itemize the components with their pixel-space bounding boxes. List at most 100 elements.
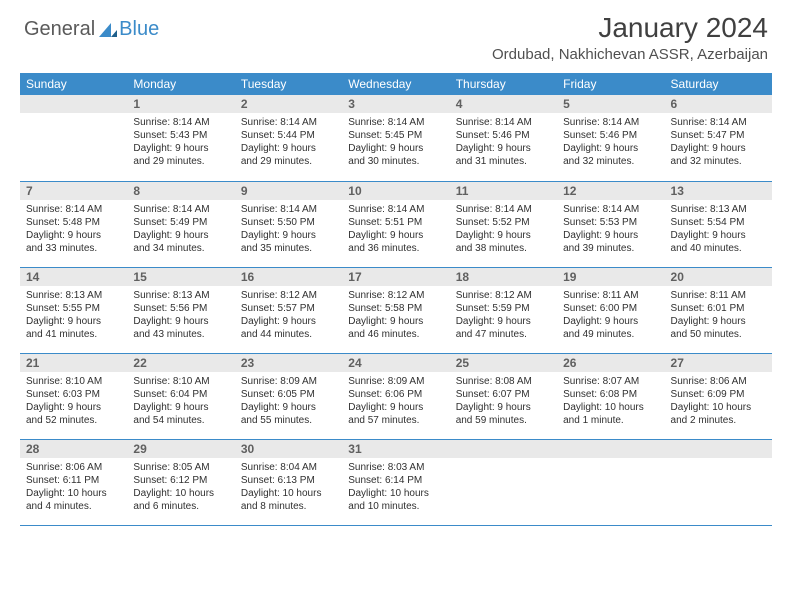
calendar-cell xyxy=(557,439,664,525)
day-number: 4 xyxy=(450,95,557,113)
calendar-cell: 22Sunrise: 8:10 AMSunset: 6:04 PMDayligh… xyxy=(127,353,234,439)
calendar-cell: 18Sunrise: 8:12 AMSunset: 5:59 PMDayligh… xyxy=(450,267,557,353)
day-data: Sunrise: 8:14 AMSunset: 5:52 PMDaylight:… xyxy=(450,200,557,259)
logo-sail-icon xyxy=(99,23,117,37)
calendar-cell: 17Sunrise: 8:12 AMSunset: 5:58 PMDayligh… xyxy=(342,267,449,353)
day-data: Sunrise: 8:10 AMSunset: 6:04 PMDaylight:… xyxy=(127,372,234,431)
calendar-cell: 24Sunrise: 8:09 AMSunset: 6:06 PMDayligh… xyxy=(342,353,449,439)
logo: General Blue xyxy=(24,12,159,41)
day-data: Sunrise: 8:12 AMSunset: 5:59 PMDaylight:… xyxy=(450,286,557,345)
day-data: Sunrise: 8:08 AMSunset: 6:07 PMDaylight:… xyxy=(450,372,557,431)
logo-text-general: General xyxy=(24,18,95,41)
calendar-cell: 13Sunrise: 8:13 AMSunset: 5:54 PMDayligh… xyxy=(665,181,772,267)
day-data: Sunrise: 8:14 AMSunset: 5:43 PMDaylight:… xyxy=(127,113,234,172)
day-number: 5 xyxy=(557,95,664,113)
month-title: January 2024 xyxy=(492,12,768,44)
calendar-cell: 20Sunrise: 8:11 AMSunset: 6:01 PMDayligh… xyxy=(665,267,772,353)
calendar-cell: 26Sunrise: 8:07 AMSunset: 6:08 PMDayligh… xyxy=(557,353,664,439)
day-number: 11 xyxy=(450,182,557,200)
day-number: 12 xyxy=(557,182,664,200)
day-number: 18 xyxy=(450,268,557,286)
calendar-table: SundayMondayTuesdayWednesdayThursdayFrid… xyxy=(20,73,772,526)
day-number: 29 xyxy=(127,440,234,458)
day-number: 2 xyxy=(235,95,342,113)
day-header: Monday xyxy=(127,73,234,95)
day-number: 16 xyxy=(235,268,342,286)
calendar-week-row: 1Sunrise: 8:14 AMSunset: 5:43 PMDaylight… xyxy=(20,95,772,181)
day-header: Tuesday xyxy=(235,73,342,95)
day-data: Sunrise: 8:06 AMSunset: 6:11 PMDaylight:… xyxy=(20,458,127,517)
day-number: 23 xyxy=(235,354,342,372)
day-header: Wednesday xyxy=(342,73,449,95)
calendar-header-row: SundayMondayTuesdayWednesdayThursdayFrid… xyxy=(20,73,772,95)
day-number: 15 xyxy=(127,268,234,286)
calendar-week-row: 7Sunrise: 8:14 AMSunset: 5:48 PMDaylight… xyxy=(20,181,772,267)
day-header: Thursday xyxy=(450,73,557,95)
day-number xyxy=(450,440,557,458)
calendar-cell xyxy=(20,95,127,181)
calendar-week-row: 21Sunrise: 8:10 AMSunset: 6:03 PMDayligh… xyxy=(20,353,772,439)
day-data: Sunrise: 8:14 AMSunset: 5:46 PMDaylight:… xyxy=(450,113,557,172)
calendar-cell: 29Sunrise: 8:05 AMSunset: 6:12 PMDayligh… xyxy=(127,439,234,525)
calendar-cell: 8Sunrise: 8:14 AMSunset: 5:49 PMDaylight… xyxy=(127,181,234,267)
day-data: Sunrise: 8:10 AMSunset: 6:03 PMDaylight:… xyxy=(20,372,127,431)
calendar-week-row: 28Sunrise: 8:06 AMSunset: 6:11 PMDayligh… xyxy=(20,439,772,525)
day-data: Sunrise: 8:13 AMSunset: 5:55 PMDaylight:… xyxy=(20,286,127,345)
calendar-cell: 15Sunrise: 8:13 AMSunset: 5:56 PMDayligh… xyxy=(127,267,234,353)
day-number xyxy=(665,440,772,458)
day-number: 22 xyxy=(127,354,234,372)
day-number: 25 xyxy=(450,354,557,372)
day-data: Sunrise: 8:13 AMSunset: 5:54 PMDaylight:… xyxy=(665,200,772,259)
day-number: 21 xyxy=(20,354,127,372)
day-data: Sunrise: 8:09 AMSunset: 6:06 PMDaylight:… xyxy=(342,372,449,431)
calendar-cell: 16Sunrise: 8:12 AMSunset: 5:57 PMDayligh… xyxy=(235,267,342,353)
day-number: 13 xyxy=(665,182,772,200)
day-number xyxy=(557,440,664,458)
calendar-cell: 21Sunrise: 8:10 AMSunset: 6:03 PMDayligh… xyxy=(20,353,127,439)
day-data: Sunrise: 8:14 AMSunset: 5:45 PMDaylight:… xyxy=(342,113,449,172)
calendar-cell: 7Sunrise: 8:14 AMSunset: 5:48 PMDaylight… xyxy=(20,181,127,267)
calendar-cell: 6Sunrise: 8:14 AMSunset: 5:47 PMDaylight… xyxy=(665,95,772,181)
day-data: Sunrise: 8:12 AMSunset: 5:57 PMDaylight:… xyxy=(235,286,342,345)
day-number: 28 xyxy=(20,440,127,458)
calendar-cell: 12Sunrise: 8:14 AMSunset: 5:53 PMDayligh… xyxy=(557,181,664,267)
calendar-cell xyxy=(665,439,772,525)
header: General Blue January 2024 Ordubad, Nakhi… xyxy=(0,0,792,67)
logo-text-blue: Blue xyxy=(119,18,159,41)
calendar-cell: 27Sunrise: 8:06 AMSunset: 6:09 PMDayligh… xyxy=(665,353,772,439)
day-data: Sunrise: 8:14 AMSunset: 5:46 PMDaylight:… xyxy=(557,113,664,172)
calendar-cell: 31Sunrise: 8:03 AMSunset: 6:14 PMDayligh… xyxy=(342,439,449,525)
calendar-cell: 23Sunrise: 8:09 AMSunset: 6:05 PMDayligh… xyxy=(235,353,342,439)
day-data: Sunrise: 8:14 AMSunset: 5:51 PMDaylight:… xyxy=(342,200,449,259)
day-number: 3 xyxy=(342,95,449,113)
day-number: 24 xyxy=(342,354,449,372)
day-number: 6 xyxy=(665,95,772,113)
day-number xyxy=(20,95,127,113)
calendar-cell: 1Sunrise: 8:14 AMSunset: 5:43 PMDaylight… xyxy=(127,95,234,181)
calendar-cell: 14Sunrise: 8:13 AMSunset: 5:55 PMDayligh… xyxy=(20,267,127,353)
calendar-cell: 2Sunrise: 8:14 AMSunset: 5:44 PMDaylight… xyxy=(235,95,342,181)
day-data: Sunrise: 8:14 AMSunset: 5:49 PMDaylight:… xyxy=(127,200,234,259)
day-data: Sunrise: 8:07 AMSunset: 6:08 PMDaylight:… xyxy=(557,372,664,431)
day-header: Saturday xyxy=(665,73,772,95)
day-number: 1 xyxy=(127,95,234,113)
day-data: Sunrise: 8:12 AMSunset: 5:58 PMDaylight:… xyxy=(342,286,449,345)
day-number: 19 xyxy=(557,268,664,286)
calendar-cell: 30Sunrise: 8:04 AMSunset: 6:13 PMDayligh… xyxy=(235,439,342,525)
calendar-cell xyxy=(450,439,557,525)
day-header: Friday xyxy=(557,73,664,95)
day-number: 8 xyxy=(127,182,234,200)
day-data: Sunrise: 8:14 AMSunset: 5:50 PMDaylight:… xyxy=(235,200,342,259)
day-header: Sunday xyxy=(20,73,127,95)
day-data: Sunrise: 8:14 AMSunset: 5:47 PMDaylight:… xyxy=(665,113,772,172)
calendar-body: 1Sunrise: 8:14 AMSunset: 5:43 PMDaylight… xyxy=(20,95,772,525)
day-data: Sunrise: 8:09 AMSunset: 6:05 PMDaylight:… xyxy=(235,372,342,431)
calendar-cell: 4Sunrise: 8:14 AMSunset: 5:46 PMDaylight… xyxy=(450,95,557,181)
title-block: January 2024 Ordubad, Nakhichevan ASSR, … xyxy=(492,12,768,63)
calendar-cell: 28Sunrise: 8:06 AMSunset: 6:11 PMDayligh… xyxy=(20,439,127,525)
day-data: Sunrise: 8:14 AMSunset: 5:48 PMDaylight:… xyxy=(20,200,127,259)
day-data: Sunrise: 8:14 AMSunset: 5:53 PMDaylight:… xyxy=(557,200,664,259)
location-subtitle: Ordubad, Nakhichevan ASSR, Azerbaijan xyxy=(492,46,768,63)
day-data: Sunrise: 8:13 AMSunset: 5:56 PMDaylight:… xyxy=(127,286,234,345)
calendar-cell: 3Sunrise: 8:14 AMSunset: 5:45 PMDaylight… xyxy=(342,95,449,181)
